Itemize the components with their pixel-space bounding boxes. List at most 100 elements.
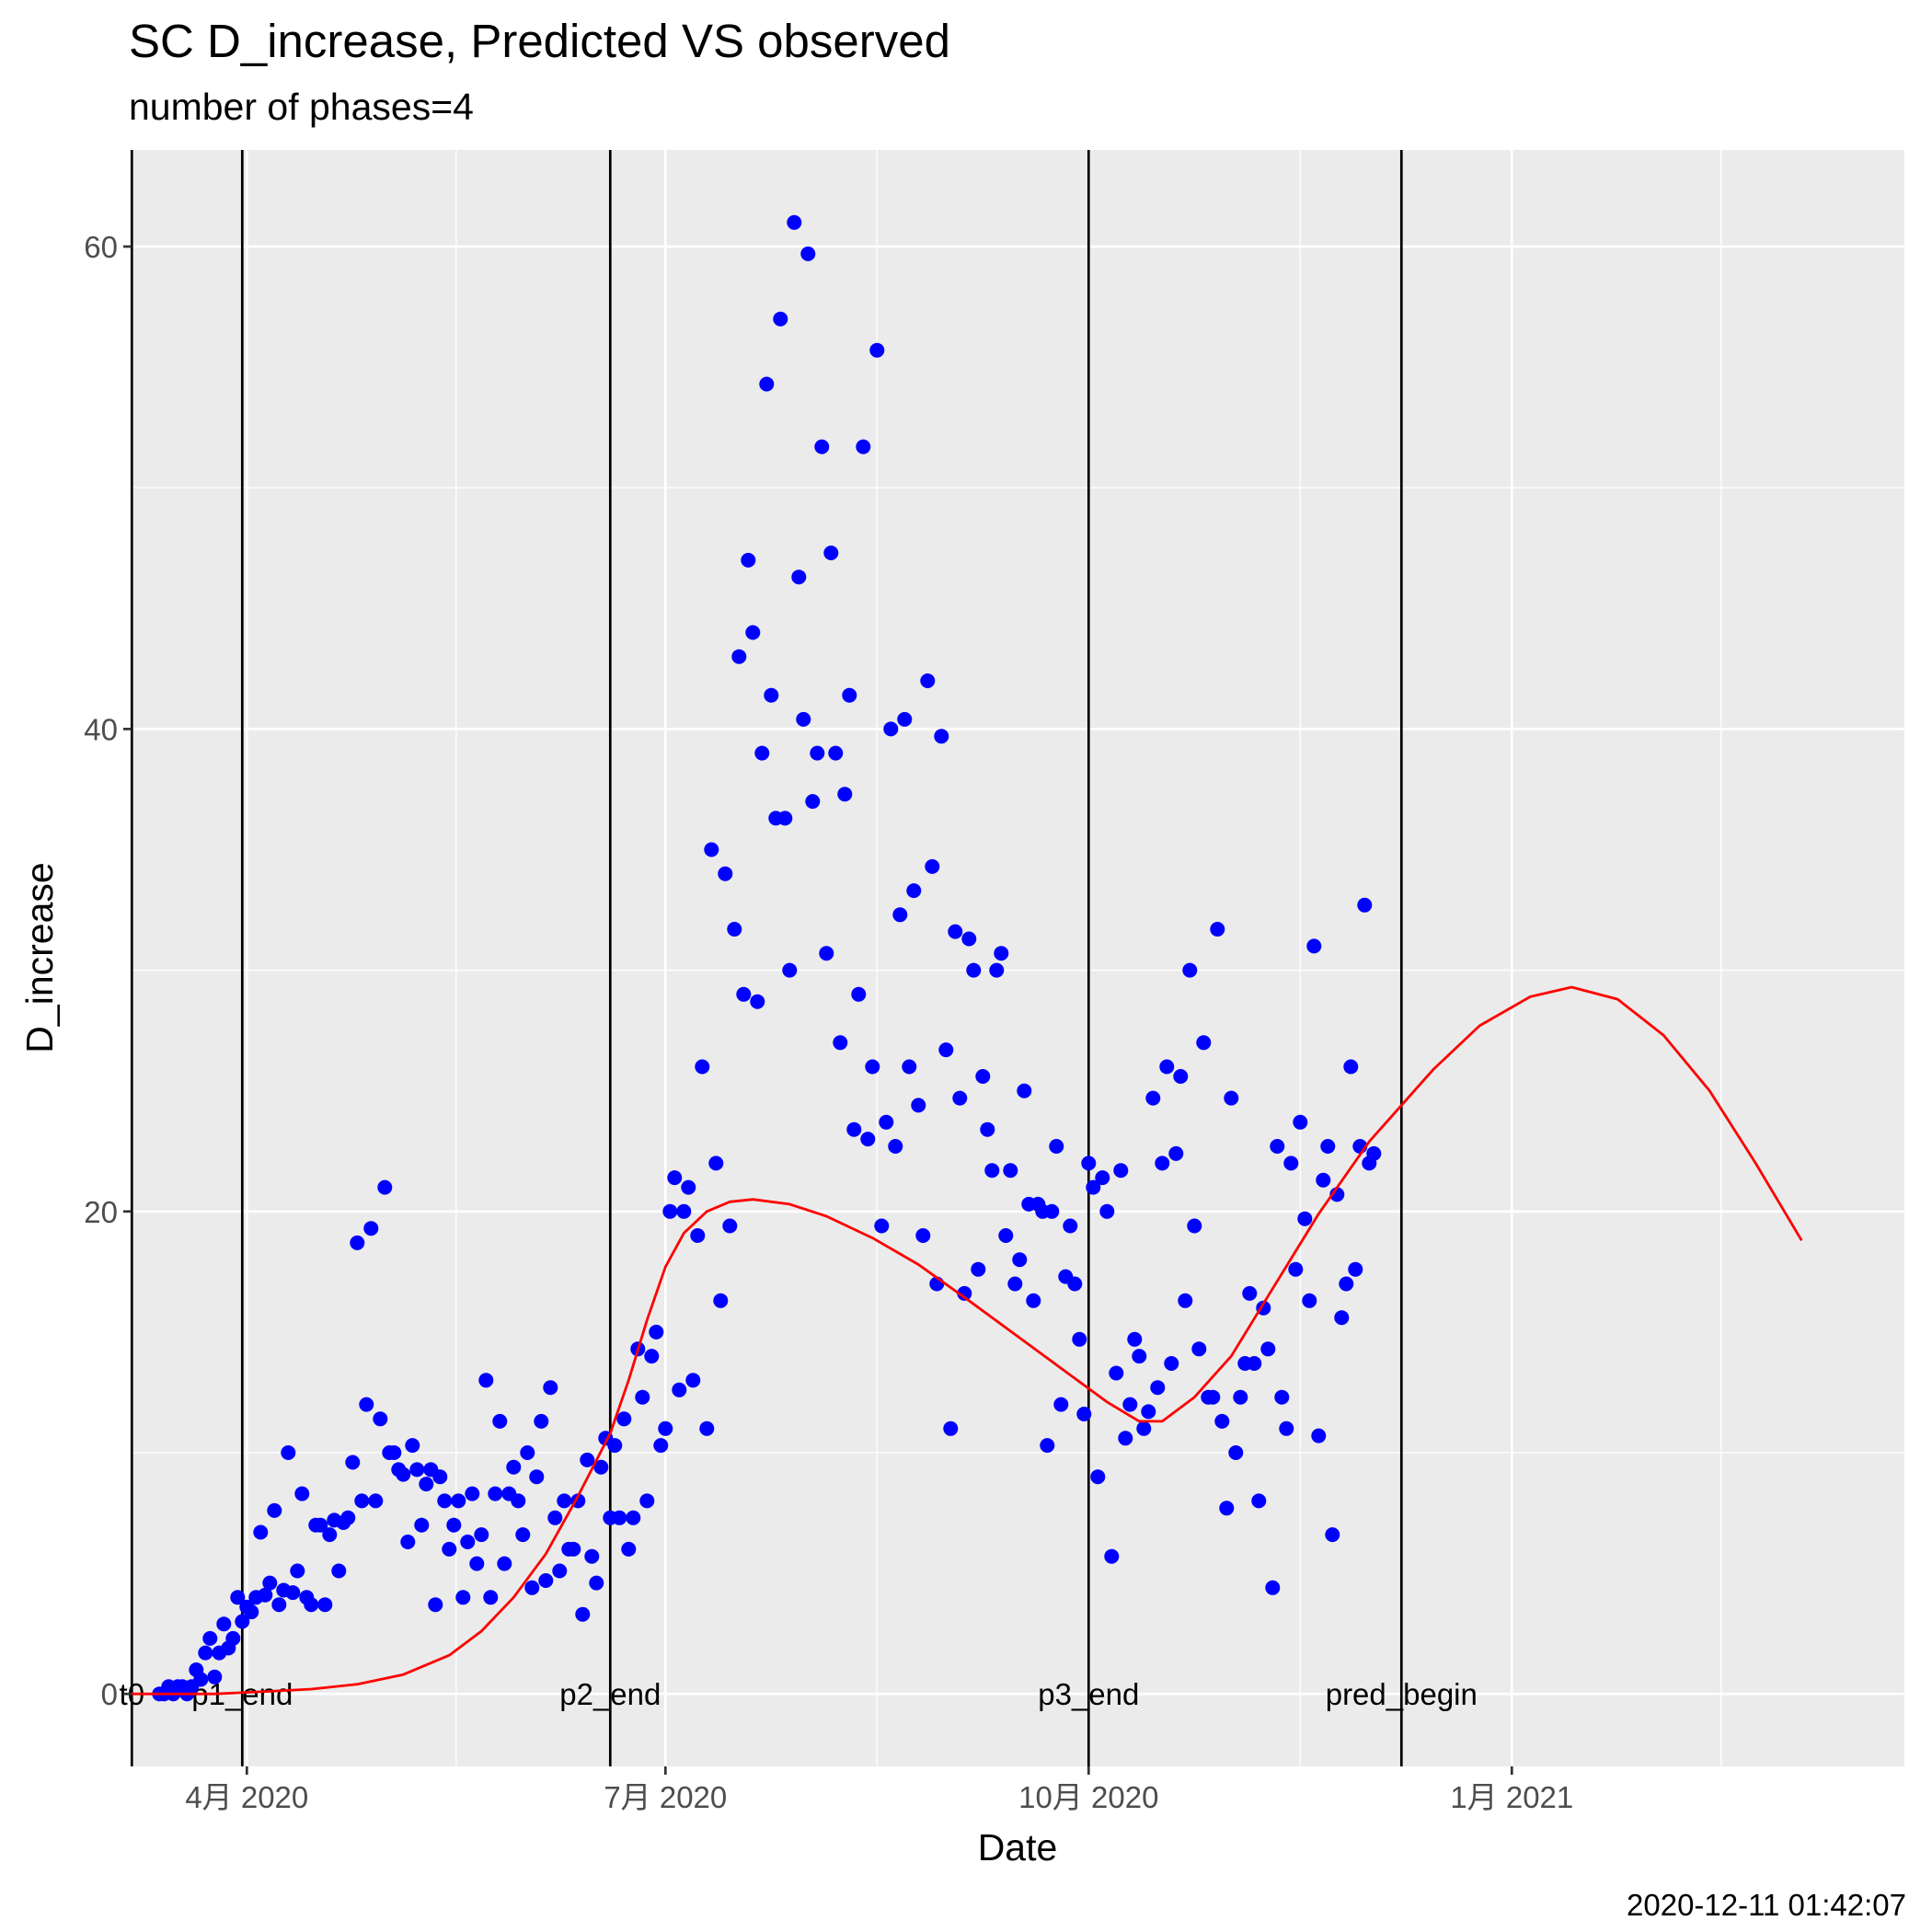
observed-point: [888, 1139, 903, 1154]
observed-point: [994, 946, 1009, 961]
observed-point: [593, 1459, 609, 1475]
observed-point: [971, 1261, 986, 1277]
observed-point: [1251, 1493, 1267, 1509]
observed-point: [685, 1373, 701, 1388]
observed-point: [750, 994, 765, 1009]
observed-point: [414, 1517, 430, 1533]
observed-point: [800, 246, 816, 261]
phase-lines: t0 p1_end p2_end p3_end pred_begin: [120, 150, 1478, 1766]
observed-point: [267, 1502, 282, 1518]
observed-point: [681, 1179, 696, 1195]
observed-point: [736, 986, 752, 1002]
observed-point: [193, 1672, 209, 1687]
observed-point: [377, 1179, 393, 1195]
observed-point: [1164, 1356, 1179, 1371]
observed-point: [419, 1477, 434, 1492]
observed-point: [1141, 1404, 1156, 1420]
chart-subtitle: number of phases=4: [129, 86, 474, 128]
predicted-curve: [132, 985, 1803, 1696]
observed-point: [814, 439, 830, 454]
observed-point: [635, 1389, 650, 1405]
observed-point: [1297, 1211, 1313, 1226]
observed-point: [1242, 1285, 1258, 1301]
observed-point: [782, 962, 798, 978]
observed-point: [1145, 1090, 1161, 1106]
observed-point: [506, 1459, 522, 1475]
observed-point: [957, 1285, 972, 1301]
observed-point: [322, 1527, 338, 1543]
grid-lines: [132, 150, 1904, 1766]
observed-point: [865, 1059, 880, 1075]
observed-point: [1104, 1548, 1120, 1564]
observed-point: [557, 1493, 572, 1509]
plot-panel: [132, 150, 1904, 1766]
observed-point: [460, 1535, 476, 1549]
observed-point: [552, 1563, 568, 1579]
observed-point: [1017, 1083, 1032, 1098]
observed-point: [285, 1585, 301, 1601]
observed-point: [649, 1324, 664, 1340]
observed-point: [469, 1556, 485, 1571]
y-tick-label: 0: [101, 1677, 118, 1711]
observed-point: [1109, 1365, 1124, 1381]
observed-point: [1072, 1331, 1087, 1347]
observed-point: [368, 1493, 384, 1509]
observed-point: [658, 1420, 673, 1436]
observed-point: [1155, 1156, 1170, 1171]
observed-point: [1316, 1172, 1331, 1188]
observed-point: [819, 946, 834, 961]
observed-point: [1228, 1445, 1244, 1460]
observed-point: [483, 1590, 499, 1605]
observed-point: [764, 687, 779, 703]
observed-point: [897, 711, 913, 727]
observed-point: [791, 569, 807, 585]
observed-point: [437, 1493, 453, 1509]
observed-point: [676, 1203, 692, 1219]
observed-point: [1302, 1293, 1317, 1308]
observed-point: [359, 1397, 374, 1412]
observed-point: [1178, 1293, 1193, 1308]
observed-point: [304, 1597, 319, 1613]
observed-point: [777, 811, 793, 826]
observed-point: [317, 1597, 333, 1613]
observed-point: [566, 1541, 581, 1557]
observed-point: [575, 1606, 591, 1622]
observed-point: [672, 1382, 687, 1397]
observed-point: [860, 1132, 876, 1147]
observed-point: [1205, 1389, 1221, 1405]
observed-point: [400, 1535, 416, 1549]
observed-point: [1334, 1310, 1350, 1326]
observed-point: [1136, 1420, 1152, 1436]
phase-line-label: p2_end: [559, 1677, 661, 1711]
observed-point: [1247, 1356, 1262, 1371]
observed-point: [856, 439, 871, 454]
observed-point: [1003, 1163, 1018, 1179]
observed-point: [796, 711, 811, 727]
observed-point: [230, 1590, 246, 1605]
observed-point: [961, 931, 977, 947]
observed-point: [405, 1438, 420, 1454]
observed-point: [1325, 1527, 1340, 1543]
x-tick-label: 1月 2021: [1450, 1780, 1573, 1814]
observed-point: [1182, 962, 1198, 978]
observed-point: [1210, 922, 1225, 937]
observed-point: [727, 922, 742, 937]
observed-point: [1122, 1397, 1138, 1412]
observed-point: [667, 1170, 683, 1186]
observed-point: [1067, 1276, 1083, 1292]
observed-point: [644, 1349, 660, 1364]
observed-point: [1095, 1170, 1110, 1186]
observed-point: [966, 962, 982, 978]
observed-point: [915, 1228, 931, 1243]
observed-point: [1086, 1179, 1101, 1195]
observed-point: [805, 794, 821, 810]
observed-point: [621, 1541, 637, 1557]
observed-point: [1224, 1090, 1239, 1106]
observed-point: [409, 1462, 425, 1478]
observed-point: [934, 729, 949, 744]
observed-point: [386, 1445, 402, 1460]
observed-point: [294, 1486, 310, 1501]
chart-caption: 2020-12-11 01:42:07: [1627, 1888, 1906, 1922]
observed-point: [653, 1438, 669, 1454]
observed-point: [722, 1218, 738, 1234]
